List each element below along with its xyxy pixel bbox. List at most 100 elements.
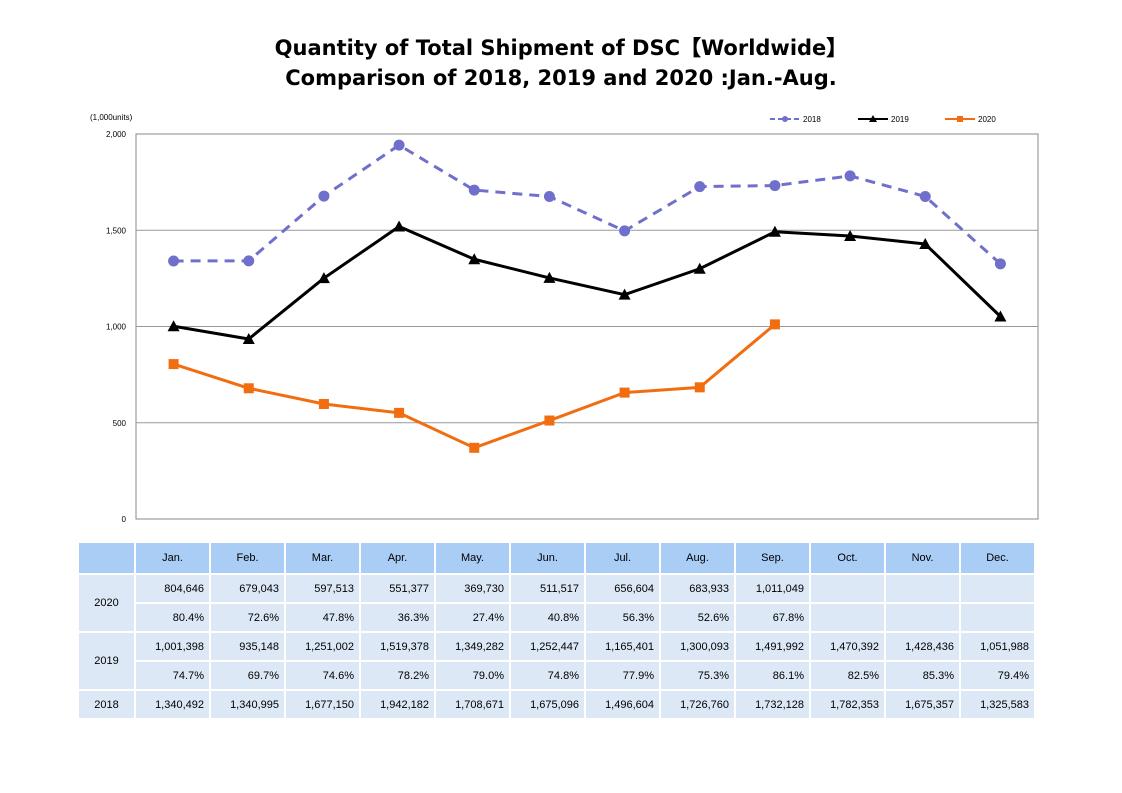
- shipment-value: 1,001,398: [134, 631, 211, 662]
- y-tick-label: 500: [113, 419, 127, 428]
- shipment-value: 1,726,760: [659, 689, 736, 720]
- table-row: 80.4% 72.6% 47.8% 36.3% 27.4% 40.8% 56.3% 52.6%…: [78, 602, 1036, 633]
- series-2020-point: [619, 387, 630, 398]
- percent-value: [884, 602, 961, 633]
- shipment-data-table: Jan. Feb. Mar. Apr. May. Jun. Jul. Aug. Sep. Oct.…: [77, 541, 1036, 720]
- month-header: Sep.: [734, 541, 811, 575]
- percent-value: [959, 602, 1036, 633]
- table-row: 2019 1,001,398 935,148 1,251,002 1,519,378 1,…: [77, 631, 1036, 691]
- y-tick-label: 2,000: [106, 130, 127, 139]
- shipment-value: 1,782,353: [809, 689, 886, 720]
- month-header: Oct.: [809, 541, 886, 575]
- table-header-row: Jan. Feb. Mar. Apr. May. Jun. Jul. Aug. Sep. Oct.…: [77, 541, 1036, 575]
- shipment-value: 511,517: [509, 573, 586, 604]
- shipment-value: 1,252,447: [509, 631, 586, 662]
- series-2019-point: [844, 229, 857, 241]
- legend-marker-2018: [782, 116, 788, 122]
- shipment-value: 1,165,401: [584, 631, 661, 662]
- percent-value: 74.8%: [509, 660, 586, 691]
- percent-value: 79.0%: [434, 660, 511, 691]
- series-2018-point: [844, 170, 856, 182]
- month-header: May.: [434, 541, 511, 575]
- percent-value: 82.5%: [809, 660, 886, 691]
- legend-marker-2020: [957, 116, 963, 122]
- percent-value: 69.7%: [209, 660, 286, 691]
- series-2019-point: [167, 320, 180, 332]
- shipment-value: 1,428,436: [884, 631, 961, 662]
- shipment-value: 597,513: [284, 573, 361, 604]
- chart-title-line1: Quantity of Total Shipment of DSC【Worldw…: [274, 36, 848, 60]
- percent-value: 52.6%: [659, 602, 736, 633]
- shipment-value: 656,604: [584, 573, 661, 604]
- shipment-value: 1,677,150: [284, 689, 361, 720]
- percent-value: 77.9%: [584, 660, 661, 691]
- percent-value: 86.1%: [734, 660, 811, 691]
- percent-value: 78.2%: [359, 660, 436, 691]
- month-header: Apr.: [359, 541, 436, 575]
- series-2020-point: [394, 407, 405, 418]
- series-2018-point: [619, 225, 631, 237]
- series-2018-point: [543, 191, 555, 203]
- shipment-value: 1,470,392: [809, 631, 886, 662]
- percent-value: 40.8%: [509, 602, 586, 633]
- shipment-value: 935,148: [209, 631, 286, 662]
- month-header: Jun.: [509, 541, 586, 575]
- series-2019-point: [994, 310, 1007, 322]
- shipment-value: 1,251,002: [284, 631, 361, 662]
- series-2020-point: [318, 398, 329, 409]
- legend-marker-2019: [869, 115, 877, 122]
- series-2018-point: [243, 255, 255, 267]
- shipment-value: 369,730: [434, 573, 511, 604]
- table-row: 74.7% 69.7% 74.6% 78.2% 79.0% 74.8% 77.9% 75.3%…: [78, 660, 1036, 691]
- shipment-value: 1,340,995: [209, 689, 286, 720]
- series-2018-point: [994, 258, 1006, 270]
- shipment-value: 1,011,049: [734, 573, 811, 604]
- y-tick-label: 1,500: [106, 226, 127, 235]
- month-header: Feb.: [209, 541, 286, 575]
- series-2019-point: [393, 220, 406, 232]
- series-2018-point: [168, 255, 180, 267]
- percent-value: 79.4%: [959, 660, 1036, 691]
- legend-label-2020: 2020: [978, 115, 996, 124]
- series-2019-point: [543, 271, 556, 283]
- shipment-value: 1,051,988: [959, 631, 1036, 662]
- percent-value: 47.8%: [284, 602, 361, 633]
- shipment-value: [959, 573, 1036, 604]
- shipment-value: [809, 573, 886, 604]
- series-2018-point: [769, 180, 781, 192]
- percent-value: 74.7%: [134, 660, 211, 691]
- y-tick-label: 0: [122, 515, 127, 524]
- series-2019-point: [919, 238, 932, 250]
- percent-value: 80.4%: [134, 602, 211, 633]
- series-2020-point: [769, 319, 780, 330]
- series-2019-point: [317, 272, 330, 284]
- shipment-value: 1,496,604: [584, 689, 661, 720]
- percent-value: 72.6%: [209, 602, 286, 633]
- shipment-value: 683,933: [659, 573, 736, 604]
- series-2019-point: [618, 288, 631, 300]
- shipment-value: 679,043: [209, 573, 286, 604]
- table-corner: [77, 541, 136, 575]
- line-chart: 0 500 1,000 1,500 2,000 (1,000units) 2018 2019 2…: [90, 113, 1039, 524]
- series-2020-point: [469, 442, 480, 453]
- series-2018-point: [393, 139, 405, 151]
- legend-label-2019: 2019: [891, 115, 909, 124]
- shipment-value: 1,491,992: [734, 631, 811, 662]
- series-2018-point: [318, 190, 330, 202]
- percent-value: 75.3%: [659, 660, 736, 691]
- series-2020-point: [544, 415, 555, 426]
- month-header: Aug.: [659, 541, 736, 575]
- year-label: 2020: [77, 573, 136, 633]
- chart-title-line2: Comparison of 2018, 2019 and 2020 :Jan.-…: [285, 66, 837, 90]
- shipment-value: 804,646: [134, 573, 211, 604]
- series-2019-line: [173, 225, 1002, 341]
- y-tick-label: 1,000: [106, 323, 127, 332]
- unit-label: (1,000units): [90, 113, 133, 122]
- shipment-value: 1,732,128: [734, 689, 811, 720]
- shipment-value: 1,675,357: [884, 689, 961, 720]
- series-2018-point: [919, 190, 931, 202]
- series-2018-point: [694, 181, 706, 193]
- shipment-value: [884, 573, 961, 604]
- percent-value: 67.8%: [734, 602, 811, 633]
- series-2018-line: [173, 143, 1002, 265]
